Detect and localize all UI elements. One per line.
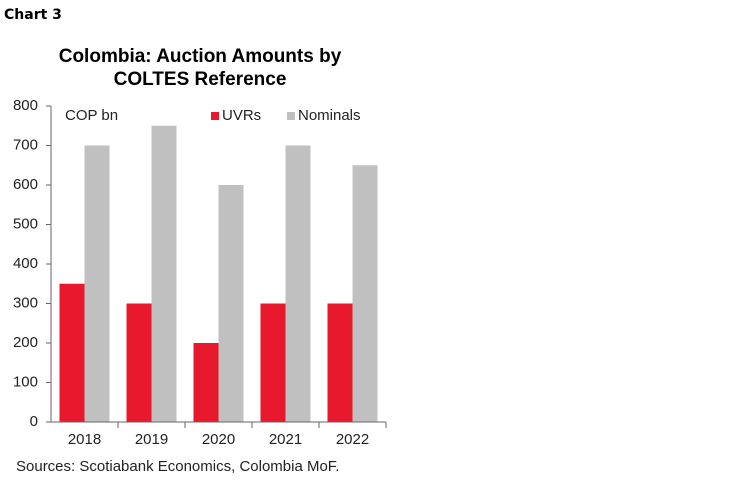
x-tick-label: 2020 bbox=[202, 431, 235, 448]
bar bbox=[260, 303, 286, 422]
bar bbox=[126, 303, 152, 422]
y-tick-label: 600 bbox=[13, 176, 38, 193]
bar bbox=[218, 185, 244, 422]
y-tick-label: 700 bbox=[13, 136, 38, 153]
legend-swatch bbox=[287, 112, 295, 120]
legend-swatch bbox=[211, 112, 219, 120]
chart-label: Chart 3 bbox=[4, 7, 62, 23]
chart-title: Colombia: Auction Amounts by bbox=[59, 46, 342, 67]
y-tick-label: 500 bbox=[13, 215, 38, 232]
legend-label: Nominals bbox=[298, 107, 361, 124]
bar bbox=[327, 303, 353, 422]
x-tick-label: 2019 bbox=[135, 431, 168, 448]
bar bbox=[193, 343, 219, 422]
bar bbox=[59, 283, 85, 422]
x-tick-label: 2018 bbox=[68, 431, 101, 448]
x-tick-label: 2022 bbox=[336, 431, 369, 448]
source: Sources: Scotiabank Economics, Colombia … bbox=[16, 458, 339, 475]
bar bbox=[285, 145, 311, 422]
bar bbox=[352, 165, 378, 422]
bar bbox=[151, 125, 177, 422]
bar bbox=[84, 145, 110, 422]
unit-label: COP bn bbox=[65, 107, 118, 124]
y-tick-label: 300 bbox=[13, 294, 38, 311]
legend-label: UVRs bbox=[222, 107, 261, 124]
y-tick-label: 800 bbox=[13, 97, 38, 114]
y-tick-label: 100 bbox=[13, 373, 38, 390]
y-tick-label: 200 bbox=[13, 334, 38, 351]
y-tick-label: 400 bbox=[13, 255, 38, 272]
chart-title: COLTES Reference bbox=[114, 69, 287, 90]
x-tick-label: 2021 bbox=[269, 431, 302, 448]
y-tick-label: 0 bbox=[30, 413, 38, 430]
